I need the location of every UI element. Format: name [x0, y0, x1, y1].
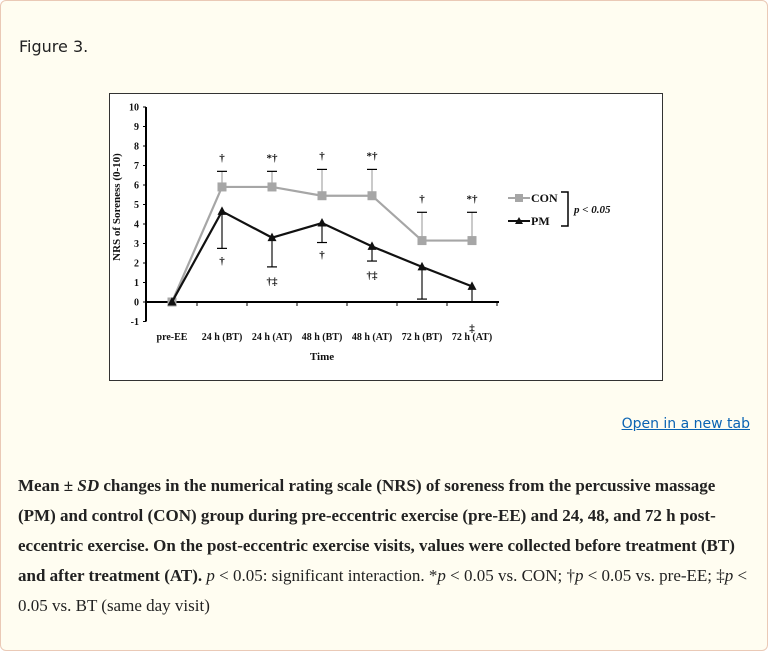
caption-text: < 0.05 vs. pre-EE; ‡	[583, 566, 725, 585]
significance-marker: †‡	[267, 276, 279, 288]
x-tick-label: 48 h (AT)	[352, 332, 392, 343]
significance-marker: †‡	[367, 270, 379, 282]
data-point-con	[367, 191, 377, 201]
caption-p: p	[724, 566, 734, 585]
y-tick-label: 3	[134, 239, 139, 250]
y-tick-label: 2	[134, 259, 139, 270]
caption-sd: SD	[77, 476, 100, 495]
data-point-pm	[417, 261, 427, 271]
caption-p: p	[206, 566, 215, 585]
x-tick-label: 24 h (AT)	[252, 332, 292, 343]
significance-marker: †	[319, 250, 325, 262]
chart-frame: -1 0 1 2 3 4 5 6 7 8 9 10 pre-EE 24 h (BT) 24 h (AT) 48…	[109, 93, 663, 381]
data-point-pm	[317, 218, 327, 227]
x-tick-label: 48 h (BT)	[302, 332, 343, 343]
caption-bold-1: Mean ±	[18, 476, 78, 495]
series-line-con	[170, 185, 472, 303]
x-tick-label: pre-EE	[157, 332, 188, 343]
open-in-new-tab-link[interactable]: Open in a new tab	[621, 416, 750, 432]
x-tick-label: 72 h (AT)	[452, 332, 492, 343]
y-tick-label: 0	[134, 298, 139, 309]
x-axis-title: Time	[310, 351, 334, 363]
significance-marker: *†	[267, 152, 279, 164]
caption-p: p	[574, 566, 584, 585]
data-point-con	[467, 236, 477, 246]
legend-label-con: CON	[531, 191, 558, 205]
soreness-chart: -1 0 1 2 3 4 5 6 7 8 9 10 pre-EE 24 h (BT) 24 h (AT) 48…	[111, 103, 611, 364]
data-point-pm	[217, 206, 227, 215]
legend-significance-note: p < 0.05	[573, 204, 611, 216]
data-point-pm	[467, 281, 477, 290]
data-point-con	[267, 182, 277, 192]
y-tick-label: 9	[134, 122, 139, 133]
y-tick-label: 7	[134, 161, 139, 172]
data-point-pm	[367, 241, 377, 250]
caption-text: < 0.05 vs. BT (same day visit)	[18, 566, 748, 615]
legend-marker	[515, 217, 523, 224]
data-point-pm	[267, 232, 277, 242]
figure-title: Figure 3.	[19, 37, 89, 56]
data-point-con	[317, 191, 327, 201]
significance-marker: †	[419, 193, 425, 205]
data-point-con	[217, 182, 227, 192]
legend-bracket	[561, 191, 569, 227]
y-tick-label: 5	[134, 200, 139, 211]
caption-text: < 0.05 vs. CON; †	[445, 566, 575, 585]
caption-p: p	[437, 566, 446, 585]
figure-caption: Mean ± SD changes in the numerical ratin…	[18, 471, 753, 621]
y-tick-label: 10	[129, 103, 139, 114]
significance-marker: †	[319, 150, 325, 162]
legend-label-pm: PM	[531, 214, 550, 228]
significance-marker: †	[219, 255, 225, 267]
caption-text: < 0.05: significant interaction. *	[214, 566, 438, 585]
y-tick-label: 1	[134, 278, 139, 289]
significance-marker: †	[219, 152, 225, 164]
y-axis-title: NRS of Soreness (0-10)	[111, 153, 123, 261]
y-tick-label: 8	[134, 142, 139, 153]
caption-bold-2: changes in the numerical rating scale (N…	[18, 476, 735, 585]
significance-marker: ‡	[469, 323, 475, 335]
y-tick-label: 6	[134, 181, 139, 192]
data-point-pm	[167, 297, 177, 306]
legend-marker	[515, 194, 523, 202]
significance-marker: *†	[367, 150, 379, 162]
significance-marker: *†	[467, 193, 479, 205]
y-tick-label: 4	[134, 220, 139, 231]
y-tick-label: -1	[131, 317, 139, 328]
x-tick-label: 24 h (BT)	[202, 332, 243, 343]
x-tick-label: 72 h (BT)	[402, 332, 443, 343]
data-point-con	[417, 236, 427, 246]
